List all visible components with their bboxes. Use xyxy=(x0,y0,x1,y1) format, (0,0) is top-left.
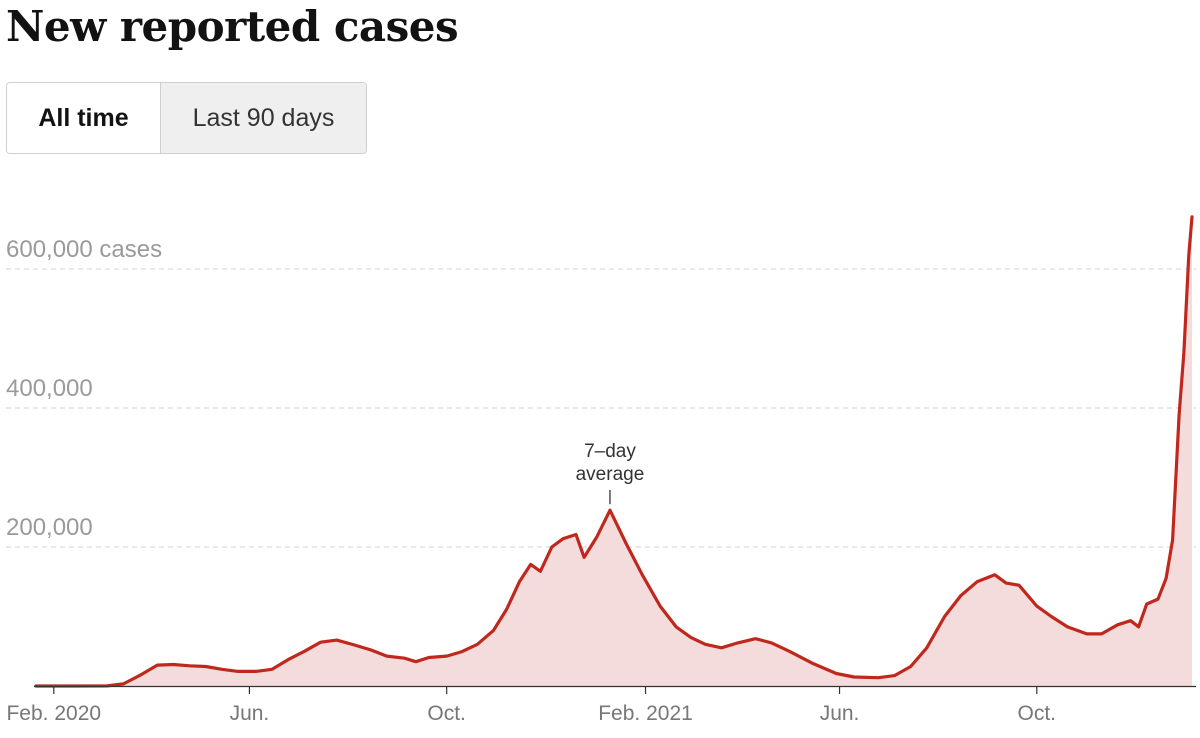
x-tick-label: Feb. 2020 xyxy=(6,702,101,725)
y-tick-label: 400,000 xyxy=(6,375,93,402)
time-range-toggle[interactable]: All time Last 90 days xyxy=(6,82,367,154)
all-time-button[interactable]: All time xyxy=(7,83,161,153)
y-tick-label: 200,000 xyxy=(6,514,93,541)
y-tick-label: 600,000 cases xyxy=(6,236,162,263)
last-90-days-button[interactable]: Last 90 days xyxy=(161,83,366,153)
x-tick-label: Feb. 2021 xyxy=(598,702,693,725)
seven-day-average-line xyxy=(34,215,1194,688)
x-tick-label: Jun. xyxy=(820,702,860,725)
page-title: New reported cases xyxy=(6,2,459,51)
annotation-label: 7–day xyxy=(584,441,636,462)
cases-area xyxy=(36,216,1192,686)
x-tick-label: Oct. xyxy=(427,702,466,725)
x-tick-label: Jun. xyxy=(230,702,270,725)
x-tick-label: Oct. xyxy=(1018,702,1057,725)
annotation-label: average xyxy=(576,464,645,485)
